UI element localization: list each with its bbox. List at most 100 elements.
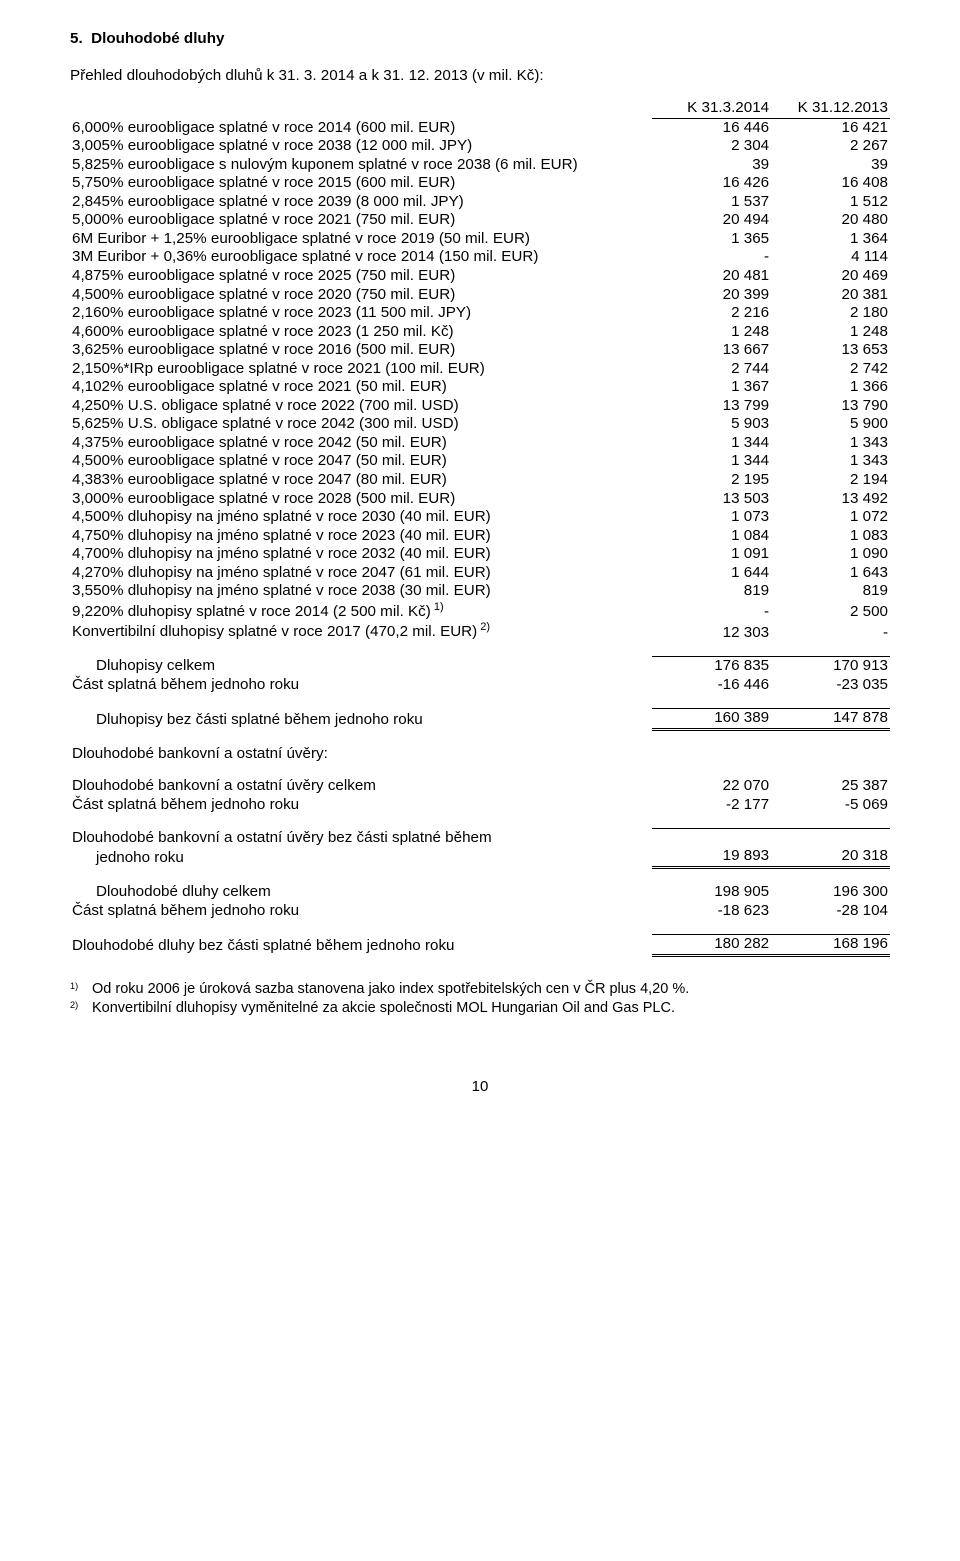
bank-section-title: Dlouhodobé bankovní a ostatní úvěry:: [70, 745, 890, 764]
row-value-a: 1 365: [652, 230, 771, 249]
table-row: Část splatná během jednoho roku-16 446-2…: [70, 676, 890, 695]
row-value-a: 1 344: [652, 434, 771, 453]
row-value-a: 20 481: [652, 267, 771, 286]
spacer-row: [70, 920, 890, 935]
row-value-a: 176 835: [652, 657, 771, 676]
bank-result-a: 19 893: [652, 847, 771, 867]
row-value-b: -5 069: [771, 796, 890, 815]
table-row: 3,550% dluhopisy na jméno splatné v roce…: [70, 582, 890, 601]
row-value-a: 1 248: [652, 323, 771, 342]
row-label: Konvertibilní dluhopisy splatné v roce 2…: [70, 621, 652, 642]
row-label: 2,150%*IRp euroobligace splatné v roce 2…: [70, 360, 652, 379]
row-value-a: 1 073: [652, 508, 771, 527]
row-value-b: 13 790: [771, 397, 890, 416]
column-header-b: K 31.12.2013: [771, 99, 890, 118]
row-value-b: -28 104: [771, 902, 890, 921]
row-value-a: 12 303: [652, 621, 771, 642]
table-row: 2,845% euroobligace splatné v roce 2039 …: [70, 193, 890, 212]
row-value-a: 160 389: [652, 709, 771, 730]
row-label: Dlouhodobé bankovní a ostatní úvěry celk…: [70, 777, 652, 796]
row-value-a: 2 304: [652, 137, 771, 156]
row-value-a: 20 494: [652, 211, 771, 230]
table-row: 4,500% dluhopisy na jméno splatné v roce…: [70, 508, 890, 527]
row-value-b: 147 878: [771, 709, 890, 730]
row-value-b: 20 381: [771, 286, 890, 305]
row-value-a: 819: [652, 582, 771, 601]
row-value-a: 13 503: [652, 490, 771, 509]
table-row: Dlouhodobé dluhy bez části splatné během…: [70, 935, 890, 956]
table-row: 3,625% euroobligace splatné v roce 2016 …: [70, 341, 890, 360]
footnote: 1)Od roku 2006 je úroková sazba stanoven…: [70, 981, 890, 999]
row-value-a: -2 177: [652, 796, 771, 815]
row-value-b: 2 500: [771, 601, 890, 622]
row-value-b: 20 480: [771, 211, 890, 230]
row-value-a: 1 367: [652, 378, 771, 397]
row-label: 5,000% euroobligace splatné v roce 2021 …: [70, 211, 652, 230]
row-value-b: 819: [771, 582, 890, 601]
row-value-b: 1 090: [771, 545, 890, 564]
row-label: Dlouhodobé dluhy bez části splatné během…: [70, 935, 652, 956]
row-value-b: 1 343: [771, 434, 890, 453]
row-value-b: 1 083: [771, 527, 890, 546]
row-label: 5,825% euroobligace s nulovým kuponem sp…: [70, 156, 652, 175]
table-row: 4,875% euroobligace splatné v roce 2025 …: [70, 267, 890, 286]
footnote-text: Konvertibilní dluhopisy vyměnitelné za a…: [92, 1000, 890, 1018]
row-label: Část splatná během jednoho roku: [70, 796, 652, 815]
row-label: 3,000% euroobligace splatné v roce 2028 …: [70, 490, 652, 509]
table-row: 4,600% euroobligace splatné v roce 2023 …: [70, 323, 890, 342]
table-row: Konvertibilní dluhopisy splatné v roce 2…: [70, 621, 890, 642]
table-row: 2,150%*IRp euroobligace splatné v roce 2…: [70, 360, 890, 379]
row-value-a: 16 446: [652, 118, 771, 137]
table-row: 5,625% U.S. obligace splatné v roce 2042…: [70, 415, 890, 434]
row-value-a: 1 537: [652, 193, 771, 212]
table-row: Dlouhodobé dluhy celkem198 905196 300: [70, 883, 890, 902]
bank-result-label-2: jednoho roku: [70, 847, 652, 867]
row-label: Dluhopisy celkem: [70, 657, 652, 676]
bank-result-label-1: Dlouhodobé bankovní a ostatní úvěry bez …: [70, 829, 652, 848]
table-row: 6,000% euroobligace splatné v roce 2014 …: [70, 118, 890, 137]
row-label: 3,550% dluhopisy na jméno splatné v roce…: [70, 582, 652, 601]
row-label: 4,750% dluhopisy na jméno splatné v roce…: [70, 527, 652, 546]
row-value-b: -23 035: [771, 676, 890, 695]
footnote-text: Od roku 2006 je úroková sazba stanovena …: [92, 981, 890, 999]
page: 5. Dlouhodobé dluhy Přehled dlouhodobých…: [0, 0, 960, 1136]
row-value-b: 13 492: [771, 490, 890, 509]
section-number: 5.: [70, 30, 83, 47]
row-value-a: 13 799: [652, 397, 771, 416]
table-row: 3,000% euroobligace splatné v roce 2028 …: [70, 490, 890, 509]
footnotes: 1)Od roku 2006 je úroková sazba stanoven…: [70, 981, 890, 1018]
section-title-text: Dlouhodobé dluhy: [91, 30, 224, 47]
row-value-b: 39: [771, 156, 890, 175]
row-label: Část splatná během jednoho roku: [70, 676, 652, 695]
row-value-a: 39: [652, 156, 771, 175]
row-value-a: 2 744: [652, 360, 771, 379]
row-label: 5,625% U.S. obligace splatné v roce 2042…: [70, 415, 652, 434]
row-value-b: -: [771, 621, 890, 642]
table-row: 4,270% dluhopisy na jméno splatné v roce…: [70, 564, 890, 583]
row-value-a: 13 667: [652, 341, 771, 360]
spacer-row: [70, 814, 890, 829]
row-value-a: 1 644: [652, 564, 771, 583]
row-value-a: -: [652, 248, 771, 267]
spacer-row: [70, 694, 890, 709]
row-value-b: 25 387: [771, 777, 890, 796]
spacer-row: [70, 867, 890, 883]
table-row: 4,750% dluhopisy na jméno splatné v roce…: [70, 527, 890, 546]
row-value-b: 1 364: [771, 230, 890, 249]
row-value-a: -: [652, 601, 771, 622]
row-value-b: 13 653: [771, 341, 890, 360]
table-row: 4,250% U.S. obligace splatné v roce 2022…: [70, 397, 890, 416]
table-row: 5,825% euroobligace s nulovým kuponem sp…: [70, 156, 890, 175]
row-value-a: 198 905: [652, 883, 771, 902]
row-value-b: 4 114: [771, 248, 890, 267]
row-label: 4,700% dluhopisy na jméno splatné v roce…: [70, 545, 652, 564]
bank-result-row-1: Dlouhodobé bankovní a ostatní úvěry bez …: [70, 829, 890, 848]
row-label: 2,160% euroobligace splatné v roce 2023 …: [70, 304, 652, 323]
row-value-b: 1 366: [771, 378, 890, 397]
table-row: 4,500% euroobligace splatné v roce 2047 …: [70, 452, 890, 471]
row-label: 9,220% dluhopisy splatné v roce 2014 (2 …: [70, 601, 652, 622]
bank-result-b: 20 318: [771, 847, 890, 867]
row-value-a: 1 091: [652, 545, 771, 564]
table-header-row: K 31.3.2014K 31.12.2013: [70, 99, 890, 118]
empty: [652, 829, 771, 848]
